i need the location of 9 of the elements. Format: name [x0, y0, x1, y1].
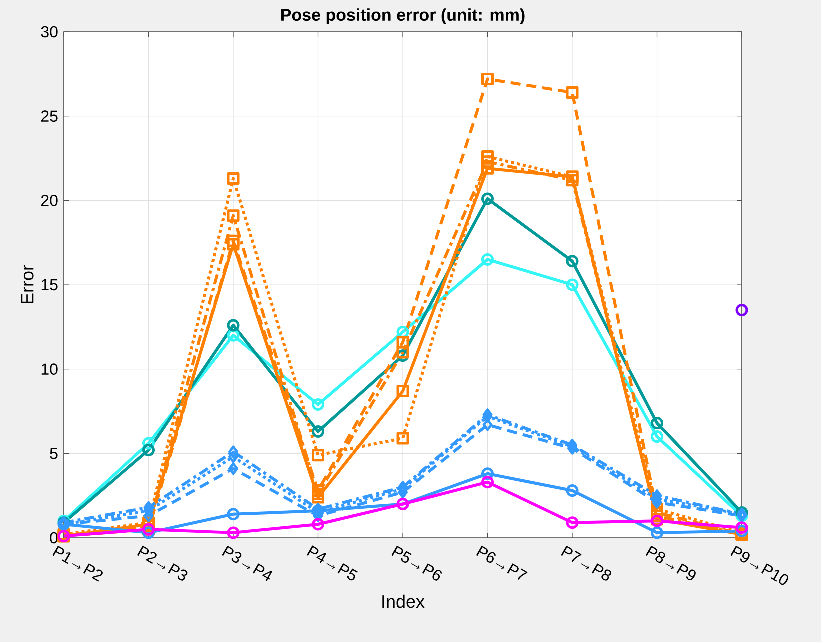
chart-title: Pose position error (unit: mm) — [282, 8, 525, 24]
x-axis-title: Index — [382, 594, 425, 608]
y-tick-label: 15 — [42, 279, 58, 291]
y-axis-title: Error — [21, 265, 34, 304]
y-tick-label: 30 — [41, 26, 58, 38]
y-tick-label: 10 — [42, 364, 58, 375]
y-tick-label: 25 — [41, 110, 58, 122]
y-tick-label: 5 — [50, 448, 58, 460]
y-tick-label: 20 — [41, 195, 58, 206]
